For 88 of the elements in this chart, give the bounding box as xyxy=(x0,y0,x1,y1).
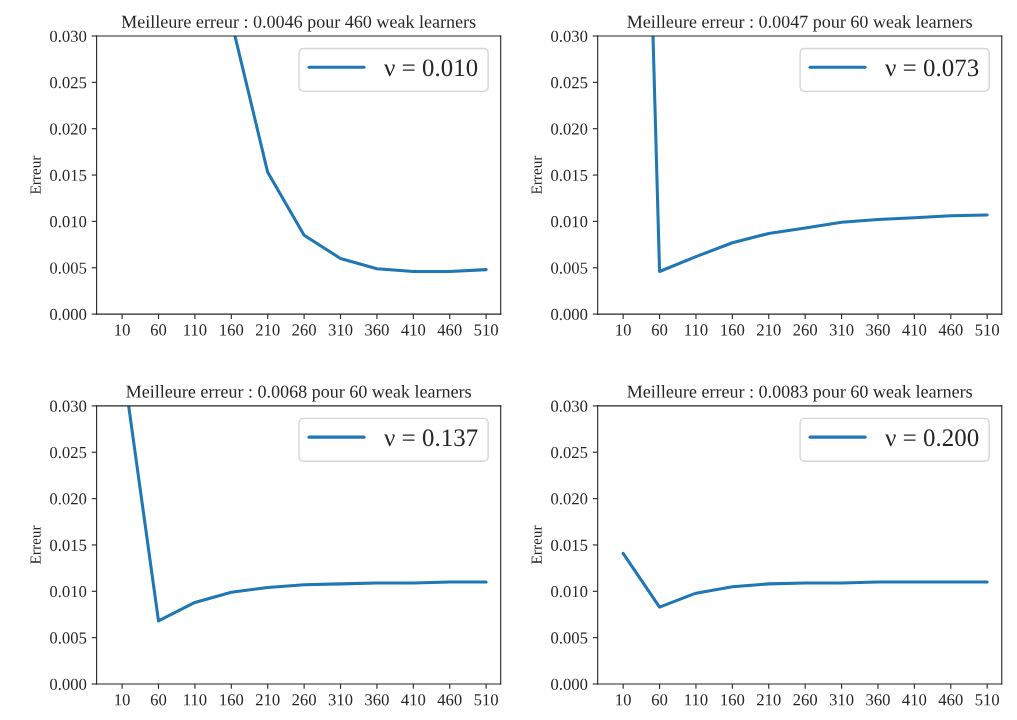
x-tick-label: 110 xyxy=(685,694,708,706)
x-tick-label: 10 xyxy=(616,324,631,336)
x-tick-label: 310 xyxy=(829,324,854,336)
x-tick-label: 60 xyxy=(651,694,668,706)
y-tick-label: 0.005 xyxy=(50,632,87,644)
x-tick-label: 210 xyxy=(757,694,781,706)
x-tick-label: 110 xyxy=(184,324,207,336)
x-tick-label: 60 xyxy=(150,694,167,706)
y-tick-label: 0.015 xyxy=(551,539,588,551)
x-tick-label: 60 xyxy=(150,324,167,336)
y-tick-label: 0.030 xyxy=(551,400,588,412)
x-tick-label: 210 xyxy=(757,324,781,336)
x-tick-label: 360 xyxy=(365,324,389,336)
y-tick-label: 0.005 xyxy=(551,262,588,274)
legend-label: ν = 0.010 xyxy=(384,59,478,77)
legend-label: ν = 0.137 xyxy=(384,429,478,447)
y-tick-label: 0.010 xyxy=(551,216,588,228)
y-axis-title: Erreur xyxy=(531,155,542,195)
x-tick-label: 160 xyxy=(220,324,244,336)
x-tick-label: 110 xyxy=(184,694,207,706)
x-tick-label: 210 xyxy=(255,694,280,706)
x-tick-label: 310 xyxy=(328,694,353,706)
x-tick-label: 160 xyxy=(721,324,745,336)
x-tick-label: 510 xyxy=(474,694,498,706)
x-tick-label: 460 xyxy=(437,324,462,336)
y-axis-title: Erreur xyxy=(30,155,41,195)
y-tick-label: 0.025 xyxy=(551,77,588,89)
x-tick-label: 10 xyxy=(115,694,130,706)
y-tick-label: 0.020 xyxy=(551,123,588,135)
legend-label: ν = 0.073 xyxy=(885,59,979,77)
x-tick-label: 260 xyxy=(292,694,316,706)
chart-title: Meilleure erreur : 0.0047 pour 60 weak learners xyxy=(627,15,973,32)
x-tick-label: 260 xyxy=(793,324,818,336)
x-tick-label: 460 xyxy=(437,694,462,706)
y-axis-title: Erreur xyxy=(30,525,41,565)
y-tick-label: 0.005 xyxy=(551,632,588,644)
y-tick-label: 0.030 xyxy=(50,30,87,43)
line-series xyxy=(233,36,488,273)
x-tick-label: 110 xyxy=(685,324,708,336)
y-tick-label: 0.010 xyxy=(551,586,588,598)
y-tick-label: 0.020 xyxy=(50,123,87,135)
chart-title: Meilleure erreur : 0.0068 pour 60 weak learners xyxy=(126,385,471,402)
legend-label: ν = 0.200 xyxy=(885,429,979,447)
y-tick-label: 0.020 xyxy=(50,493,87,505)
y-tick-label: 0.000 xyxy=(551,678,588,691)
y-tick-label: 0.015 xyxy=(50,169,87,182)
line-series xyxy=(621,551,989,609)
x-tick-label: 10 xyxy=(115,324,130,336)
y-tick-label: 0.025 xyxy=(551,446,588,459)
y-tick-label: 0.010 xyxy=(50,586,87,598)
x-tick-label: 260 xyxy=(793,694,818,706)
chart-title: Meilleure erreur : 0.0046 pour 460 weak learners xyxy=(121,15,476,32)
x-tick-label: 10 xyxy=(616,694,631,706)
x-tick-label: 60 xyxy=(651,324,668,336)
x-tick-label: 160 xyxy=(220,694,244,706)
x-tick-label: 510 xyxy=(474,324,498,336)
x-tick-label: 360 xyxy=(365,694,389,706)
x-tick-label: 360 xyxy=(866,694,890,706)
y-tick-label: 0.000 xyxy=(50,678,87,691)
x-tick-label: 360 xyxy=(866,324,890,336)
x-tick-label: 510 xyxy=(975,324,1000,336)
y-tick-label: 0.015 xyxy=(551,169,588,182)
y-tick-label: 0.000 xyxy=(551,308,588,321)
y-tick-label: 0.010 xyxy=(50,216,87,228)
x-tick-label: 310 xyxy=(328,324,353,336)
line-series xyxy=(651,36,989,273)
chart-title: Meilleure erreur : 0.0083 pour 60 weak learners xyxy=(627,385,973,402)
y-tick-label: 0.025 xyxy=(50,77,87,89)
y-tick-label: 0.005 xyxy=(50,262,87,274)
x-tick-label: 160 xyxy=(721,694,745,706)
x-tick-label: 460 xyxy=(938,694,963,706)
x-tick-label: 410 xyxy=(902,694,927,706)
x-tick-label: 310 xyxy=(829,694,854,706)
y-axis-title: Erreur xyxy=(531,525,542,565)
x-tick-label: 260 xyxy=(292,324,316,336)
y-tick-label: 0.030 xyxy=(50,400,87,412)
x-tick-label: 210 xyxy=(255,324,280,336)
y-tick-label: 0.000 xyxy=(50,308,87,321)
x-tick-label: 410 xyxy=(401,324,426,336)
y-tick-label: 0.020 xyxy=(551,493,588,505)
y-tick-label: 0.025 xyxy=(50,446,87,459)
y-tick-label: 0.015 xyxy=(50,539,87,551)
x-tick-label: 460 xyxy=(938,324,963,336)
x-tick-label: 410 xyxy=(902,324,927,336)
x-tick-label: 510 xyxy=(975,694,1000,706)
line-series xyxy=(127,405,488,623)
x-tick-label: 410 xyxy=(401,694,426,706)
y-tick-label: 0.030 xyxy=(551,30,588,43)
